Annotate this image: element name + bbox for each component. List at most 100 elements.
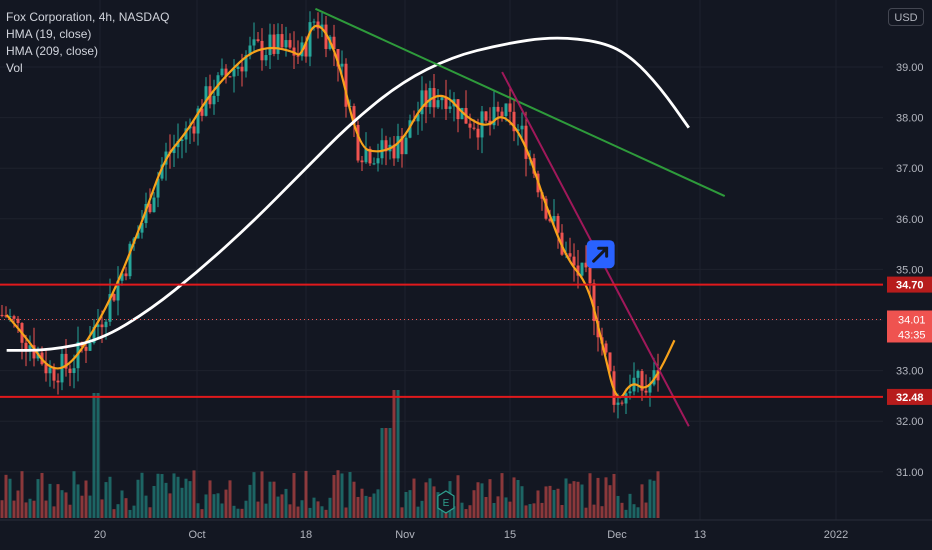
candle-body [648, 384, 652, 393]
volume-bar [636, 507, 640, 518]
volume-bar [628, 493, 632, 518]
volume-bar [512, 477, 516, 518]
volume-bar [552, 489, 556, 518]
candle-body [496, 106, 500, 112]
volume-bar [408, 490, 412, 518]
volume-bar [168, 493, 172, 518]
x-tick: Nov [395, 529, 415, 541]
candle-body [248, 45, 252, 56]
level-price-label: 34.70 [896, 280, 924, 292]
volume-bar [392, 390, 396, 518]
volume-bar [72, 471, 76, 518]
volume-bar [300, 500, 304, 518]
candle-body [200, 108, 204, 116]
candle-body [196, 108, 200, 134]
volume-bar [216, 493, 220, 518]
volume-bar [296, 506, 300, 518]
volume-bar [272, 481, 276, 518]
x-tick: Dec [607, 529, 627, 541]
volume-bar [148, 507, 152, 518]
volume-bar [188, 481, 192, 518]
volume-bar [376, 489, 380, 518]
volume-bar [8, 478, 12, 518]
candle-body [120, 273, 124, 281]
candle-body [308, 22, 312, 57]
volume-bar [652, 480, 656, 518]
volume-bar [532, 503, 536, 518]
legend-hma19[interactable]: HMA (19, close) [6, 27, 92, 41]
candle-body [8, 316, 12, 318]
volume-bar [344, 507, 348, 518]
volume-bar [324, 509, 328, 518]
volume-bar [424, 482, 428, 518]
candle-body [516, 129, 520, 132]
axis-labels: 39.00 38.00 37.00 36.00 35.00 33.00 32.00 31.00… [94, 62, 932, 541]
volume-bar [52, 506, 56, 518]
x-tick: 20 [94, 529, 106, 541]
volume-bar [260, 471, 264, 518]
volume-bar [12, 500, 16, 518]
currency-button[interactable]: USD [888, 8, 924, 26]
volume-bar [588, 473, 592, 518]
volume-bar [320, 506, 324, 518]
candle-body [620, 402, 624, 404]
legend-symbol[interactable]: Fox Corporation, 4h, NASDAQ [6, 10, 170, 24]
candle-body [444, 97, 448, 109]
volume-bar [280, 494, 284, 518]
volume-bar [400, 507, 404, 518]
candle-body [428, 88, 432, 108]
candle-body [568, 253, 572, 257]
candle-body [372, 163, 376, 165]
level-price-label: 32.48 [896, 392, 924, 404]
volume-bar [520, 486, 524, 518]
y-tick: 35.00 [896, 264, 924, 276]
candle-body [176, 141, 180, 148]
candle-body [180, 139, 184, 142]
candle-body [556, 216, 560, 233]
volume-bar [464, 509, 468, 518]
volume-bar [388, 428, 392, 518]
candle-body [68, 368, 72, 374]
volume-bar [208, 480, 212, 518]
volume-bar [428, 478, 432, 518]
volume-bar [92, 393, 96, 518]
volume-bar [404, 491, 408, 518]
candle-body [24, 342, 28, 350]
y-tick: 39.00 [896, 62, 924, 74]
y-tick: 33.00 [896, 366, 924, 378]
candle-body [380, 140, 384, 159]
candle-body [0, 314, 4, 316]
volume-bar [36, 479, 40, 518]
volume-bar [16, 490, 20, 518]
overlay: E [0, 7, 883, 514]
volume-bar [340, 473, 344, 518]
candle-body [424, 90, 428, 108]
volume-bar [20, 471, 24, 518]
legend-hma209[interactable]: HMA (209, close) [6, 44, 99, 58]
candle-body [56, 380, 60, 383]
candle-body [128, 243, 132, 277]
candle-body [4, 315, 8, 317]
legend-vol[interactable]: Vol [6, 61, 23, 75]
candle-body [52, 367, 56, 381]
volume-bar [108, 476, 112, 518]
volume-bar [540, 502, 544, 518]
volume-bar [420, 500, 424, 518]
candle-body [448, 106, 452, 109]
volume-bar [176, 476, 180, 518]
volume-bar [592, 504, 596, 518]
candle-body [156, 178, 160, 198]
volume-bar [64, 492, 68, 518]
candle-body [84, 346, 88, 351]
volume-bar [452, 506, 456, 518]
candle-body [148, 203, 152, 213]
candle-body [544, 198, 548, 219]
candle-body [332, 36, 336, 50]
volume-bar [212, 494, 216, 518]
candle-body [416, 114, 420, 122]
volume-bar [480, 483, 484, 518]
volume-bar [240, 508, 244, 518]
candle-body [64, 353, 68, 369]
volume-bar [608, 485, 612, 518]
